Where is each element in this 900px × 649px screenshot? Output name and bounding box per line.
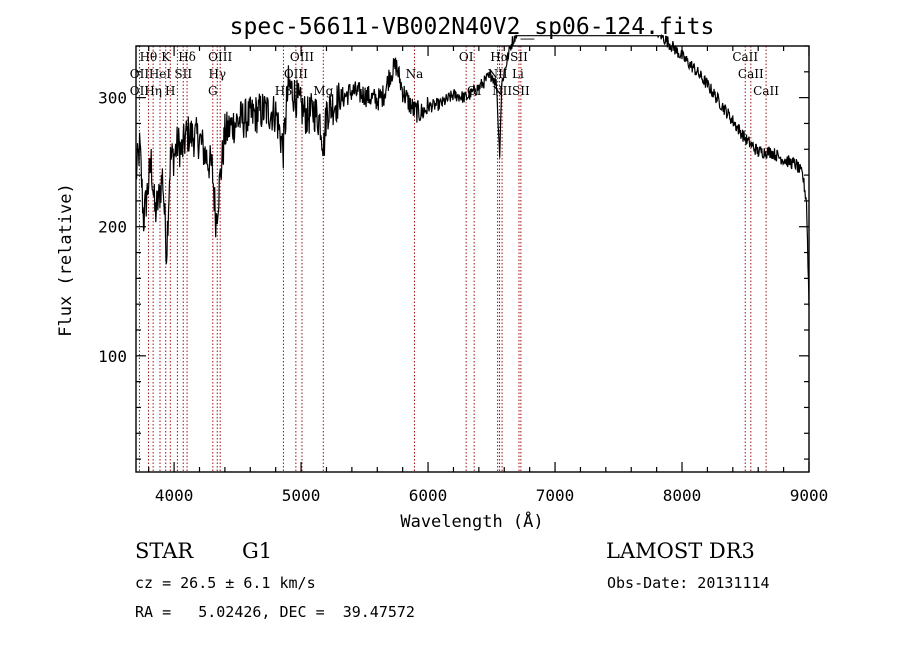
- line-label: Hη: [144, 84, 162, 98]
- line-label: SII: [510, 50, 528, 64]
- x-tick-label: 9000: [790, 486, 829, 505]
- x-axis-label: Wavelength (Å): [400, 510, 543, 532]
- y-tick-label: 300: [98, 89, 127, 108]
- line-label: CaII: [753, 84, 779, 98]
- line-label: Li: [512, 67, 524, 81]
- line-label: OIII: [284, 67, 308, 81]
- line-label: H: [165, 84, 175, 98]
- line-label: HeI: [149, 67, 172, 81]
- line-label: CaII: [738, 67, 764, 81]
- line-label: Hγ: [208, 67, 226, 81]
- line-label: G: [208, 84, 218, 98]
- object-subclass: G1: [242, 539, 273, 563]
- y-axis-ticks: 100 200 300: [98, 45, 809, 460]
- flux-series-line: [135, 33, 810, 307]
- object-class: STAR: [135, 539, 194, 563]
- x-tick-label: 6000: [409, 486, 448, 505]
- y-tick-label: 100: [98, 347, 127, 366]
- emission-line-markers: [138, 46, 767, 472]
- line-label: SII: [512, 84, 530, 98]
- survey-name: LAMOST DR3: [606, 539, 755, 563]
- line-label: Hα: [490, 50, 509, 64]
- line-label: Na: [406, 67, 424, 81]
- y-axis-label: Flux (relative): [56, 183, 76, 337]
- line-label: CaII: [732, 50, 758, 64]
- line-label: SII: [174, 67, 192, 81]
- line-label: OIII: [290, 50, 314, 64]
- observation-date: Obs-Date: 20131114: [607, 574, 770, 592]
- line-label: Hδ: [178, 50, 196, 64]
- line-label: Mg: [313, 84, 333, 98]
- sky-coordinates: RA = 5.02426, DEC = 39.47572: [135, 603, 415, 621]
- line-label: Hθ: [140, 50, 158, 64]
- line-label: K: [161, 50, 171, 64]
- x-tick-label: 5000: [282, 486, 321, 505]
- y-tick-label: 200: [98, 218, 127, 237]
- x-axis-ticks: 4000 5000 6000 7000 8000 9000: [148, 46, 829, 505]
- plot-frame: [135, 45, 810, 473]
- x-tick-label: 8000: [663, 486, 702, 505]
- line-label: OII: [130, 67, 150, 81]
- redshift-velocity: cz = 26.5 ± 6.1 km/s: [135, 574, 316, 592]
- x-tick-label: 4000: [155, 486, 194, 505]
- x-tick-label: 7000: [536, 486, 575, 505]
- line-label: OII: [130, 84, 150, 98]
- line-label: OI: [459, 50, 474, 64]
- line-label: OIII: [208, 50, 232, 64]
